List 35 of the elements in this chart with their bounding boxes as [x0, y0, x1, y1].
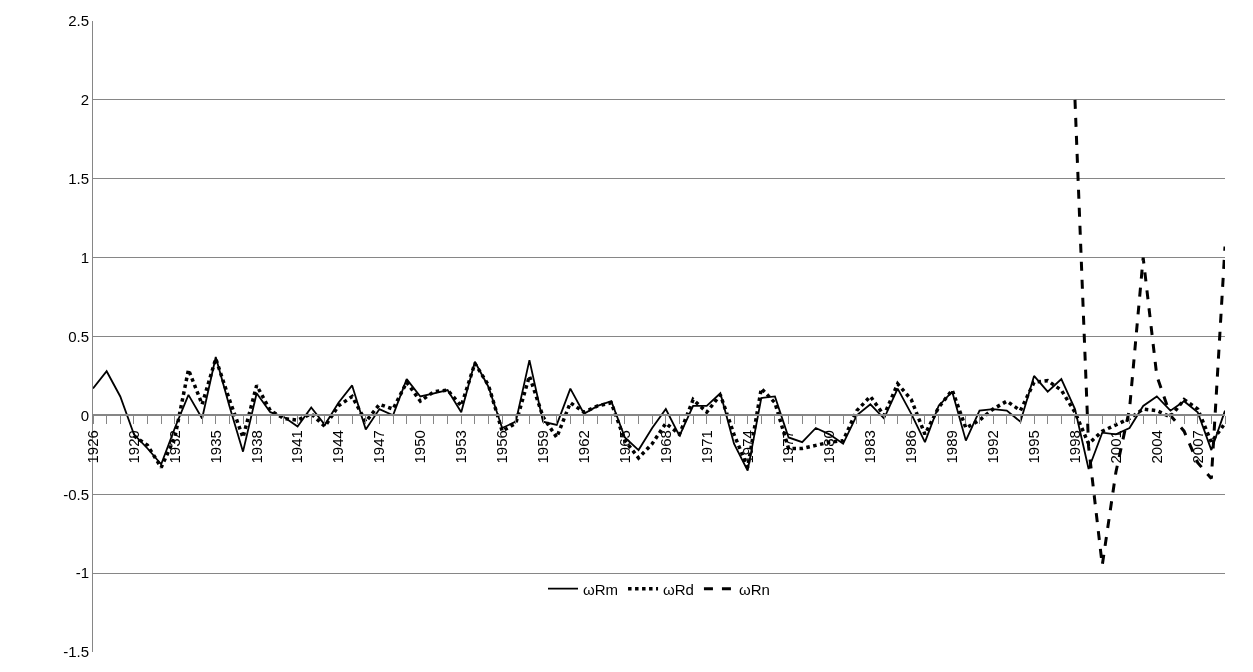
y-tick-label: 0	[80, 406, 89, 424]
x-tick-label: 1968	[656, 430, 674, 464]
x-tick-label: 1980	[820, 430, 838, 464]
x-tick-label: 1971	[697, 430, 715, 464]
legend-label: ωRn	[738, 580, 770, 598]
x-tick-label: 1956	[493, 430, 511, 464]
x-tick-label: 1938	[247, 430, 265, 464]
y-tick-label: -1.5	[63, 643, 89, 661]
x-tick-label: 2004	[1147, 430, 1165, 464]
x-tick-label: 1944	[329, 430, 347, 464]
x-tick-label: 1962	[574, 430, 592, 464]
x-tick-label: 1995	[1024, 430, 1042, 464]
x-tick-label: 1953	[452, 430, 470, 464]
y-tick-label: -0.5	[63, 485, 89, 503]
legend-label: ωRd	[663, 580, 694, 598]
y-tick-label: 1	[80, 248, 89, 266]
x-tick-label: 1947	[370, 430, 388, 464]
x-tick-label: 1959	[533, 430, 551, 464]
x-tick-label: 1929	[124, 430, 142, 464]
x-tick-label: 1935	[206, 430, 224, 464]
y-tick-label: 2	[80, 91, 89, 109]
x-tick-label: 1989	[943, 430, 961, 464]
x-tick-label: 1941	[288, 430, 306, 464]
legend-label: ωRm	[583, 580, 619, 598]
y-tick-label: 0.5	[68, 327, 89, 345]
x-tick-label: 2007	[1188, 430, 1206, 464]
y-tick-label: -1	[75, 564, 89, 582]
x-tick-label: 1983	[861, 430, 879, 464]
x-tick-label: 1992	[984, 430, 1002, 464]
y-tick-label: 2.5	[68, 12, 89, 30]
x-tick-label: 1926	[83, 430, 101, 464]
y-tick-label: 1.5	[68, 170, 89, 187]
x-tick-label: 1950	[411, 430, 429, 464]
x-tick-label: 1986	[902, 430, 920, 464]
x-tick-label: 1998	[1065, 430, 1083, 464]
